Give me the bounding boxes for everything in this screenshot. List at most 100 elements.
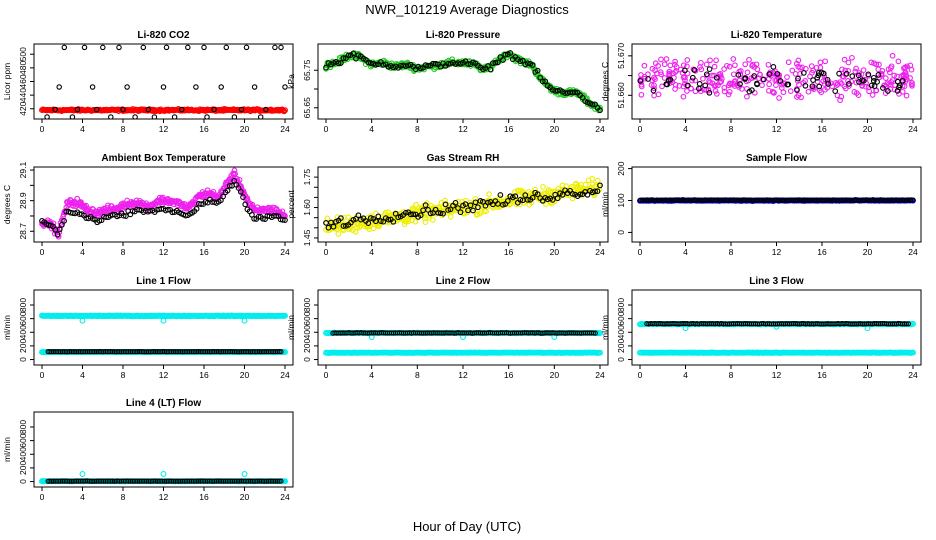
data-point: [650, 87, 657, 94]
data-point: [645, 71, 651, 78]
data-point: [282, 84, 288, 90]
data-point: [282, 312, 288, 319]
data-point: [524, 197, 531, 203]
data-point: [711, 82, 718, 89]
data-point: [718, 78, 725, 85]
data-point: [543, 201, 549, 207]
y-axis-label: ml/min: [286, 315, 296, 340]
data-point: [340, 223, 347, 229]
data-point: [529, 194, 536, 201]
data-point: [281, 108, 288, 115]
data-point: [452, 199, 459, 206]
data-point: [746, 56, 752, 63]
data-point: [473, 212, 480, 218]
data-point: [904, 63, 910, 70]
data-point: [590, 330, 596, 336]
x-tick-label: 4: [369, 370, 374, 380]
y-tick-label: 65.65: [302, 97, 312, 119]
data-point: [592, 188, 598, 195]
data-point: [651, 85, 657, 92]
data-point: [731, 79, 738, 85]
x-tick-label: 24: [595, 370, 605, 380]
x-tick-label: 24: [280, 247, 290, 257]
data-point: [837, 79, 844, 85]
data-point: [572, 89, 578, 96]
x-tick-label: 4: [683, 247, 688, 257]
data-point: [849, 54, 855, 61]
data-point: [718, 75, 725, 82]
data-point: [651, 75, 657, 81]
data-point: [594, 177, 601, 184]
y-tick-label: 1.75: [302, 169, 312, 186]
y-tick-label: 480: [18, 61, 28, 75]
data-point: [754, 66, 761, 73]
data-point: [809, 83, 816, 90]
data-point: [338, 60, 344, 66]
data-point: [597, 107, 603, 114]
x-tick-label: 0: [40, 247, 45, 257]
plot-area: [39, 44, 288, 119]
x-tick-label: 16: [199, 247, 209, 257]
x-tick-label: 16: [504, 370, 514, 380]
data-point: [220, 193, 226, 200]
data-point: [651, 92, 657, 99]
data-point: [367, 215, 374, 221]
data-point: [193, 206, 200, 212]
data-point: [754, 81, 760, 88]
data-point: [437, 210, 444, 217]
data-point: [487, 66, 494, 73]
x-tick-label: 8: [729, 370, 734, 380]
data-point: [522, 192, 529, 198]
y-axis-label: degrees C: [2, 185, 12, 224]
data-point: [465, 61, 471, 67]
data-point: [323, 64, 329, 71]
x-tick-label: 0: [638, 370, 643, 380]
y-tick-label: 0: [302, 357, 312, 362]
data-point: [659, 83, 665, 90]
data-point: [698, 59, 704, 66]
data-point: [680, 74, 687, 81]
x-tick-label: 16: [817, 370, 827, 380]
data-point: [140, 44, 147, 51]
data-point: [237, 188, 244, 195]
data-point: [769, 88, 776, 95]
data-point: [542, 78, 549, 85]
data-point: [845, 78, 851, 84]
plot-area: [323, 176, 603, 237]
data-point: [757, 71, 763, 78]
x-tick-label: 20: [240, 124, 250, 134]
y-tick-label: 420: [18, 101, 28, 115]
data-point: [395, 214, 402, 221]
data-point: [517, 196, 524, 203]
data-point: [204, 114, 210, 119]
data-point: [910, 349, 916, 356]
chart-title: Line 4 (LT) Flow: [126, 398, 202, 409]
data-point: [278, 44, 284, 51]
data-point: [684, 82, 691, 89]
y-tick-label: 600: [302, 311, 312, 325]
data-point: [490, 204, 497, 211]
data-point: [855, 92, 862, 98]
data-point: [837, 97, 843, 104]
data-point: [223, 183, 230, 190]
x-tick-label: 4: [683, 370, 688, 380]
x-tick-label: 4: [683, 124, 688, 134]
y-tick-label: 600: [616, 311, 626, 325]
data-point: [573, 180, 580, 187]
data-point: [81, 44, 88, 51]
data-point: [495, 59, 501, 66]
data-point: [802, 82, 809, 89]
x-tick-label: 24: [908, 124, 918, 134]
y-tick-label: 28.7: [18, 223, 28, 240]
data-point: [485, 199, 491, 206]
data-point: [691, 67, 698, 73]
data-point: [470, 207, 476, 214]
data-point: [784, 74, 790, 80]
x-tick-label: 24: [280, 124, 290, 134]
data-point: [427, 210, 434, 217]
y-tick-label: 1.60: [302, 199, 312, 216]
chart-title: Gas Stream RH: [427, 153, 500, 164]
y-tick-label: 51.670: [616, 43, 626, 69]
